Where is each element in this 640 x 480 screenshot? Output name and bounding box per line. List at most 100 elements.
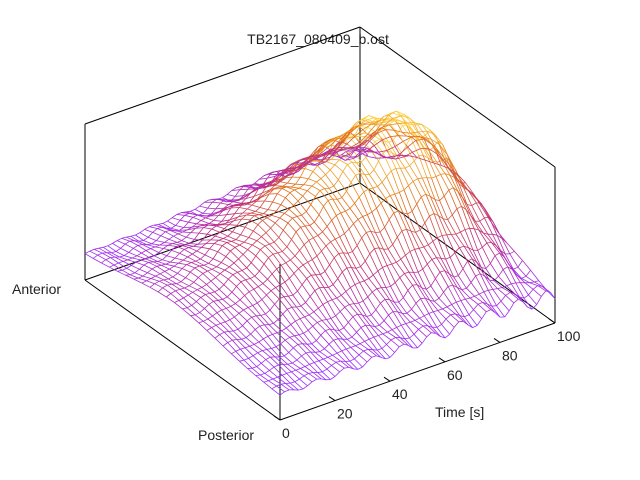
mesh-line xyxy=(315,334,322,341)
mesh-line xyxy=(272,334,281,345)
mesh-line xyxy=(252,224,259,232)
mesh-line xyxy=(370,231,380,248)
mesh-line xyxy=(439,200,449,220)
mesh-line xyxy=(347,164,356,176)
mesh-line xyxy=(415,232,425,248)
mesh-line xyxy=(228,201,234,205)
mesh-line xyxy=(391,327,397,331)
mesh-line xyxy=(456,300,461,303)
mesh-line xyxy=(144,229,153,233)
mesh-line xyxy=(498,275,508,287)
mesh-line xyxy=(280,339,286,345)
mesh-line xyxy=(238,214,247,218)
mesh-line xyxy=(410,131,419,134)
mesh-line xyxy=(373,145,380,153)
mesh-line xyxy=(307,157,316,159)
mesh-line xyxy=(297,344,307,354)
mesh-line xyxy=(265,309,271,315)
mesh-line xyxy=(309,362,315,365)
mesh-line xyxy=(198,322,208,331)
mesh-line xyxy=(450,314,460,323)
mesh-line xyxy=(159,279,164,282)
mesh-line xyxy=(345,126,355,135)
mesh-line xyxy=(327,354,333,358)
mesh-line xyxy=(265,359,275,368)
mesh-line xyxy=(253,188,259,197)
mesh-line xyxy=(404,273,413,286)
mesh-line xyxy=(194,314,204,322)
mesh-line xyxy=(217,198,227,203)
mesh-line xyxy=(393,212,403,232)
mesh-line xyxy=(245,337,255,345)
mesh-line xyxy=(314,287,320,291)
mesh-line xyxy=(481,267,486,269)
mesh-line xyxy=(287,363,297,371)
mesh-line xyxy=(320,330,326,336)
x-tick xyxy=(438,357,446,363)
x-tick-label: 60 xyxy=(447,367,463,383)
mesh-line xyxy=(197,243,207,245)
mesh-line xyxy=(404,167,414,182)
mesh-line xyxy=(421,177,431,197)
mesh-line xyxy=(308,158,317,162)
mesh-line xyxy=(483,291,493,307)
mesh-line xyxy=(217,300,227,309)
mesh-line xyxy=(326,319,335,331)
mesh-line xyxy=(426,177,436,200)
mesh-line xyxy=(410,137,420,156)
mesh-line xyxy=(184,287,193,293)
mesh-line xyxy=(534,281,543,287)
mesh-line xyxy=(290,171,299,175)
mesh-line xyxy=(172,276,182,283)
mesh-line xyxy=(116,240,126,245)
mesh-line xyxy=(440,257,446,260)
mesh-line xyxy=(267,334,273,337)
mesh-line xyxy=(226,190,232,195)
mesh-line xyxy=(217,223,226,226)
mesh-line xyxy=(446,234,456,253)
mesh-line xyxy=(178,259,184,264)
mesh-line xyxy=(428,313,438,328)
mesh-line xyxy=(399,189,405,193)
mesh-line xyxy=(128,252,138,257)
mesh-line xyxy=(114,256,124,262)
mesh-line xyxy=(157,291,167,298)
mesh-line xyxy=(294,160,300,168)
mesh-line xyxy=(190,314,196,317)
mesh-line xyxy=(390,135,399,137)
mesh-line xyxy=(317,322,326,331)
mesh-line xyxy=(277,313,284,320)
mesh-line xyxy=(365,145,375,153)
mesh-line xyxy=(179,252,188,258)
mesh-line xyxy=(339,367,345,373)
mesh-line xyxy=(166,296,175,303)
mesh-line xyxy=(181,236,187,241)
mesh-line xyxy=(423,315,433,328)
mesh-line xyxy=(327,299,333,303)
x-tick xyxy=(493,337,501,343)
mesh-line xyxy=(251,367,261,376)
mesh-line xyxy=(135,259,141,263)
mesh-line xyxy=(331,158,340,161)
mesh-line xyxy=(293,273,303,285)
mesh-line xyxy=(188,217,194,223)
mesh-line xyxy=(409,337,418,349)
mesh-line xyxy=(289,336,299,345)
mesh-line xyxy=(270,222,276,229)
mesh-line xyxy=(289,189,295,193)
mesh-line xyxy=(195,258,201,262)
mesh-line xyxy=(425,193,431,197)
mesh-line xyxy=(201,246,210,250)
mesh-line xyxy=(458,320,464,323)
mesh-line xyxy=(189,239,195,244)
mesh-line xyxy=(316,250,322,257)
mesh-line xyxy=(451,304,461,316)
mesh-line xyxy=(252,244,261,250)
mesh-line xyxy=(162,287,172,294)
mesh-line xyxy=(302,261,308,266)
mesh-line xyxy=(357,313,366,326)
mesh-line xyxy=(210,235,216,241)
mesh-line xyxy=(265,313,274,324)
mesh-line xyxy=(145,248,151,251)
mesh-line xyxy=(244,219,251,228)
